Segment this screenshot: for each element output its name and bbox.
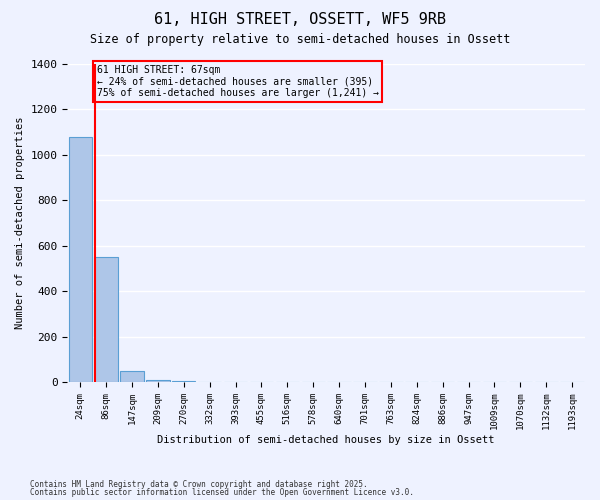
Text: Size of property relative to semi-detached houses in Ossett: Size of property relative to semi-detach… xyxy=(90,32,510,46)
Bar xyxy=(68,136,92,382)
Text: Contains HM Land Registry data © Crown copyright and database right 2025.: Contains HM Land Registry data © Crown c… xyxy=(30,480,368,489)
X-axis label: Distribution of semi-detached houses by size in Ossett: Distribution of semi-detached houses by … xyxy=(157,435,495,445)
Y-axis label: Number of semi-detached properties: Number of semi-detached properties xyxy=(15,117,25,330)
Bar xyxy=(146,380,170,382)
Text: 61 HIGH STREET: 67sqm
← 24% of semi-detached houses are smaller (395)
75% of sem: 61 HIGH STREET: 67sqm ← 24% of semi-deta… xyxy=(97,65,379,98)
Text: 61, HIGH STREET, OSSETT, WF5 9RB: 61, HIGH STREET, OSSETT, WF5 9RB xyxy=(154,12,446,28)
Bar xyxy=(94,257,118,382)
Bar xyxy=(172,381,196,382)
Bar xyxy=(121,370,143,382)
Text: Contains public sector information licensed under the Open Government Licence v3: Contains public sector information licen… xyxy=(30,488,414,497)
